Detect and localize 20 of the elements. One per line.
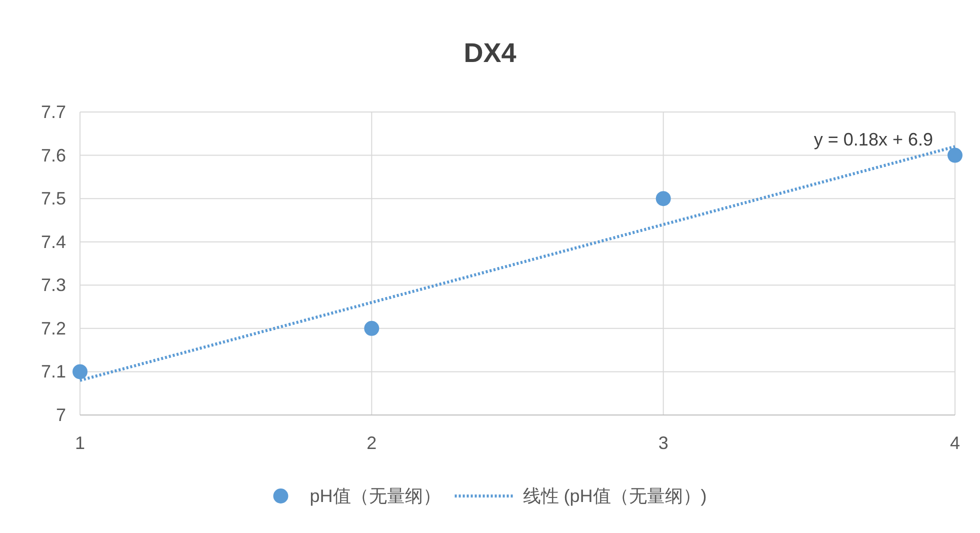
y-tick-label: 7.5 [40,188,66,209]
chart-title: DX4 [464,38,516,68]
point [364,320,380,336]
y-tick-label: 7.4 [40,232,66,252]
y-tick-label: 7.1 [40,362,66,382]
y-tick-label: 7.6 [40,145,66,166]
annotation: y = 0.18x + 6.9 [814,130,933,150]
legend-label: pH值（无量纲） [310,486,441,506]
point [72,364,88,380]
x-tick-label: 3 [658,433,668,453]
point [948,148,962,163]
y-tick-label: 7.7 [40,102,66,122]
x-tick-label: 2 [366,433,377,453]
legend-label: 线性 (pH值（无量纲）) [522,486,707,506]
y-tick-label: 7 [56,405,66,425]
x-tick-label: 4 [950,433,960,453]
x-tick-label: 1 [74,433,86,453]
point [656,191,671,206]
y-tick-label: 7.2 [40,318,66,338]
y-tick-label: 7.3 [40,275,66,296]
